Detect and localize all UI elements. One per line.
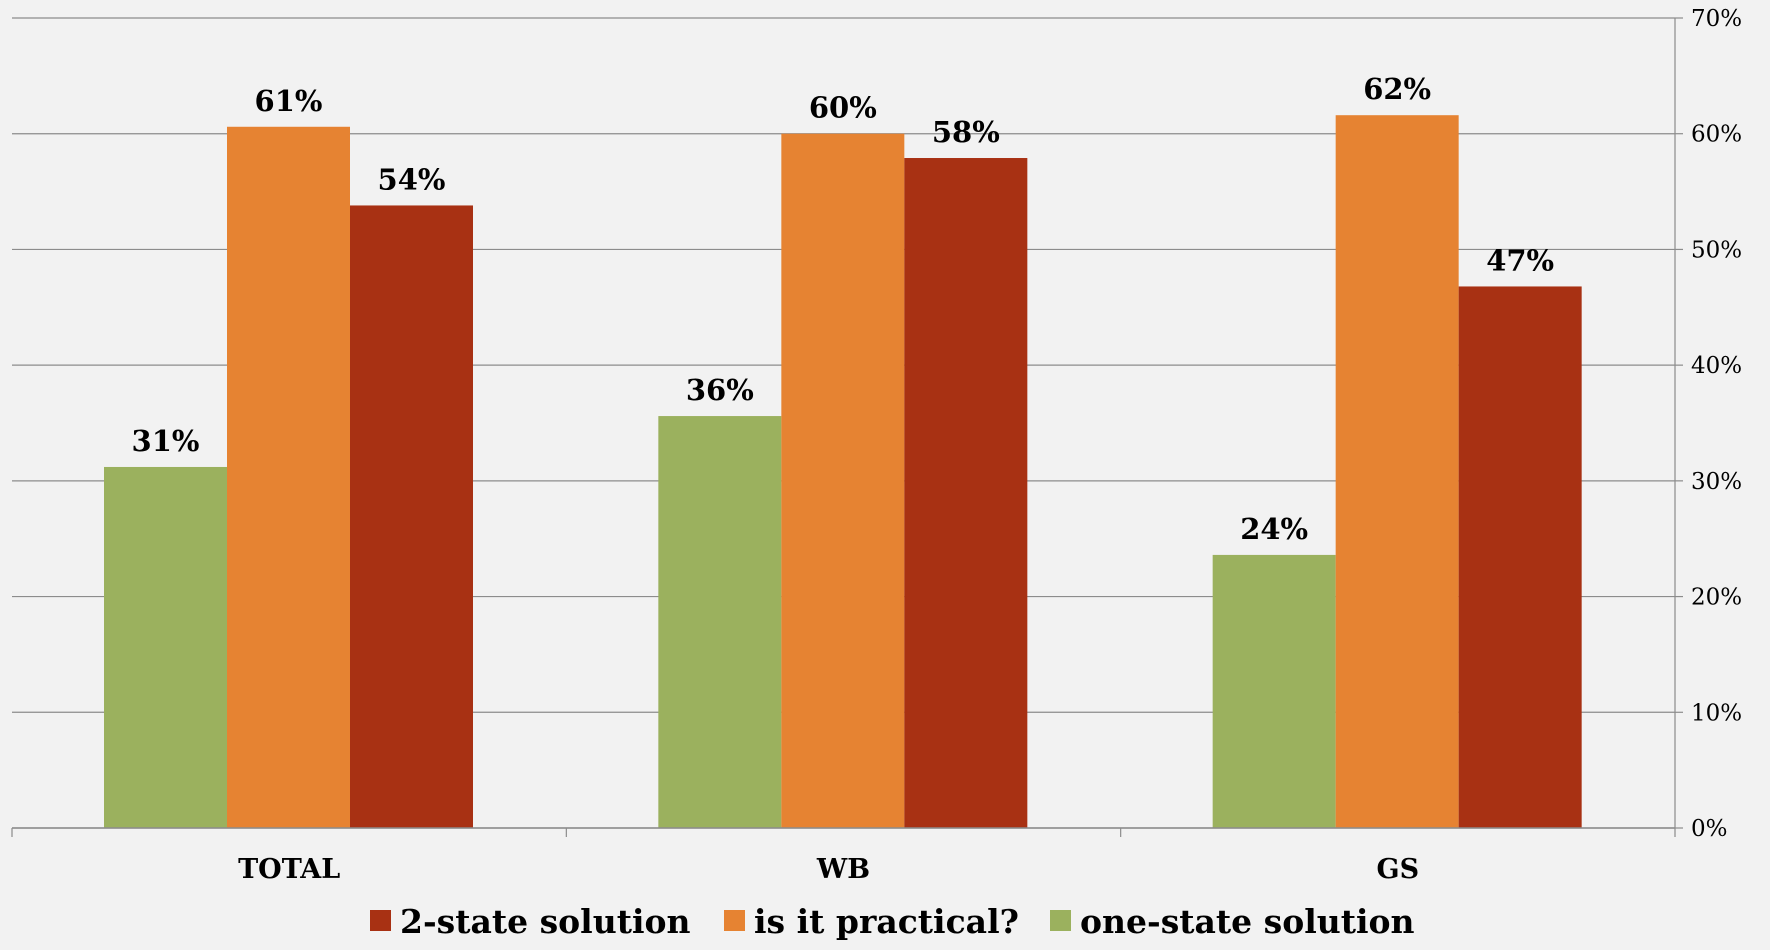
y-tick-label: 0% xyxy=(1691,816,1728,842)
data-label: 24% xyxy=(1240,512,1308,546)
bar-wb-2 xyxy=(904,158,1028,828)
legend-label: 2-state solution xyxy=(400,902,691,941)
bar-wb-1 xyxy=(781,133,905,828)
bar-total-0 xyxy=(104,466,227,828)
y-tick-label: 10% xyxy=(1691,700,1742,726)
legend-swatch xyxy=(370,910,391,931)
legend-label: is it practical? xyxy=(754,902,1019,941)
y-tick-label: 20% xyxy=(1691,585,1742,611)
data-label: 31% xyxy=(132,424,200,458)
legend-label: one-state solution xyxy=(1080,902,1415,941)
data-label: 36% xyxy=(686,373,754,407)
data-label: 60% xyxy=(809,91,877,125)
legend-swatch xyxy=(1050,910,1071,931)
bar-gs-1 xyxy=(1335,115,1459,828)
x-category-label: GS xyxy=(1377,854,1420,885)
bar-gs-0 xyxy=(1212,554,1336,828)
data-label: 62% xyxy=(1363,72,1431,106)
bar-gs-2 xyxy=(1458,286,1582,828)
x-category-label: TOTAL xyxy=(238,854,340,885)
data-label: 54% xyxy=(378,162,446,196)
bar-wb-0 xyxy=(658,416,782,828)
y-tick-label: 50% xyxy=(1691,237,1742,263)
y-tick-label: 30% xyxy=(1691,469,1742,495)
data-label: 58% xyxy=(932,115,1000,149)
legend-swatch xyxy=(724,910,745,931)
y-tick-label: 40% xyxy=(1691,353,1742,379)
bar-total-1 xyxy=(227,126,350,829)
y-tick-label: 60% xyxy=(1691,122,1742,148)
y-tick-label: 70% xyxy=(1691,6,1742,32)
x-category-label: WB xyxy=(816,854,870,885)
data-label: 47% xyxy=(1486,243,1554,277)
bar-total-2 xyxy=(350,205,473,828)
data-label: 61% xyxy=(255,84,323,118)
